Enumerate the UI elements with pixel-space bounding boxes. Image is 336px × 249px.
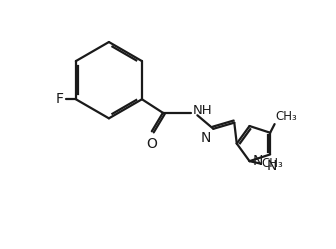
Text: CH₃: CH₃ <box>276 110 298 123</box>
Text: N: N <box>252 154 263 168</box>
Text: CH₃: CH₃ <box>262 157 284 170</box>
Text: NH: NH <box>193 104 212 117</box>
Text: F: F <box>55 92 64 106</box>
Text: O: O <box>146 137 157 151</box>
Text: N: N <box>266 159 277 173</box>
Text: N: N <box>201 131 211 145</box>
